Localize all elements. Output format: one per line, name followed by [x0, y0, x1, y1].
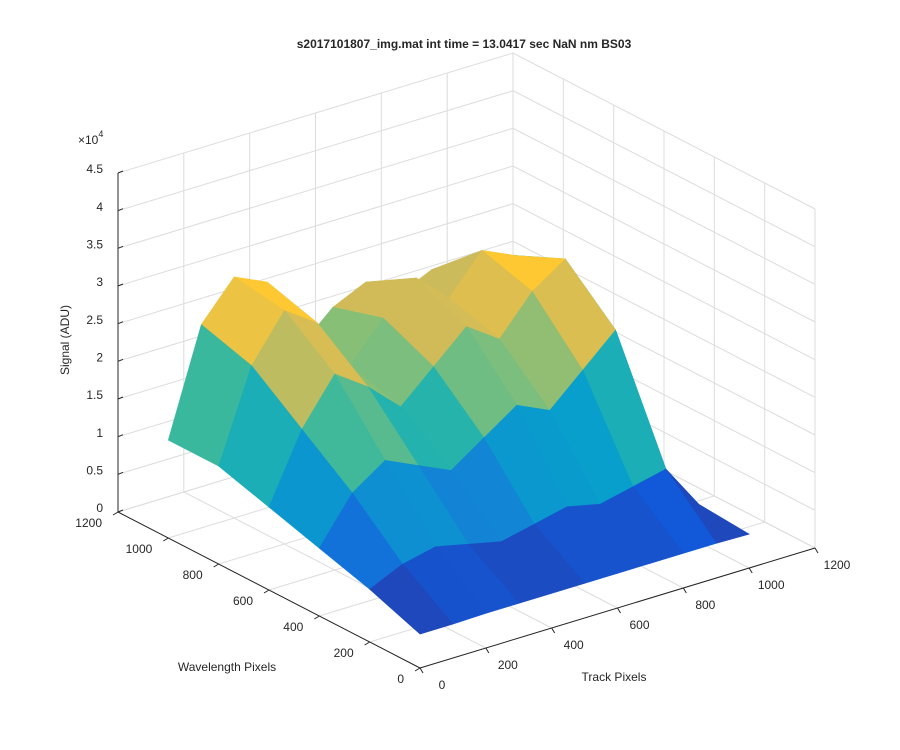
- x-tick: [682, 587, 687, 594]
- y-tick-label: 200: [334, 646, 354, 660]
- y-tick: [414, 667, 421, 672]
- x-tick-label: 1200: [824, 558, 851, 572]
- z-tick-label: 1: [96, 426, 103, 440]
- x-tick: [551, 627, 556, 634]
- y-tick: [263, 589, 270, 594]
- x-tick: [485, 647, 490, 654]
- y-tick-label: 600: [233, 594, 253, 608]
- z-tick-label: 3.5: [86, 238, 103, 252]
- z-tick-label: 2.5: [86, 313, 103, 327]
- x-tick: [419, 667, 424, 674]
- x-tick: [814, 547, 819, 554]
- y-tick: [314, 615, 320, 620]
- z-tick: [117, 358, 124, 362]
- x-tick-label: 1000: [758, 578, 785, 592]
- grid-line: [117, 90, 816, 248]
- y-tick-label: 1000: [126, 542, 153, 556]
- y-tick: [213, 563, 219, 568]
- grid-line: [117, 127, 816, 285]
- z-tick: [117, 208, 124, 212]
- grid-line: [117, 165, 816, 323]
- z-tick: [117, 170, 124, 174]
- x-axis-label: Track Pixels: [582, 670, 647, 684]
- y-tick-label: 400: [283, 620, 303, 634]
- z-tick: [117, 245, 124, 249]
- z-tick-label: 3: [96, 275, 103, 289]
- z-tick-label: 4: [96, 200, 103, 214]
- x-tick: [748, 567, 753, 574]
- z-tick: [117, 283, 124, 287]
- chart-title: s2017101807_img.mat int time = 13.0417 s…: [297, 37, 632, 51]
- y-tick-label: 1200: [75, 516, 102, 530]
- surface-patch: [369, 563, 454, 635]
- grid-line: [117, 52, 816, 210]
- z-axis-label: Signal (ADU): [58, 305, 72, 375]
- z-tick: [117, 471, 124, 475]
- z-tick: [117, 396, 124, 400]
- x-tick-label: 800: [695, 598, 715, 612]
- x-tick-label: 0: [439, 678, 446, 692]
- y-tick: [364, 641, 370, 646]
- y-tick: [112, 511, 119, 516]
- y-tick-label: 800: [183, 568, 203, 582]
- z-tick-label: 1.5: [86, 388, 103, 402]
- z-tick: [117, 434, 124, 438]
- x-tick: [617, 607, 621, 614]
- z-tick-label: 4.5: [86, 162, 103, 176]
- y-tick: [163, 537, 169, 542]
- z-tick-label: 2: [96, 351, 103, 365]
- x-tick-label: 400: [564, 638, 584, 652]
- z-tick-label: 0.5: [86, 464, 103, 478]
- y-tick-label: 0: [397, 672, 404, 686]
- x-tick-label: 200: [498, 658, 518, 672]
- z-tick-label: 0: [96, 501, 103, 515]
- z-multiplier: ×104: [78, 129, 103, 147]
- z-multiplier-exponent: 4: [98, 129, 103, 139]
- y-axis-label: Wavelength Pixels: [178, 660, 276, 674]
- z-tick: [117, 509, 124, 513]
- z-multiplier-base: ×10: [78, 133, 99, 147]
- z-tick: [117, 321, 124, 325]
- x-tick-label: 600: [629, 618, 649, 632]
